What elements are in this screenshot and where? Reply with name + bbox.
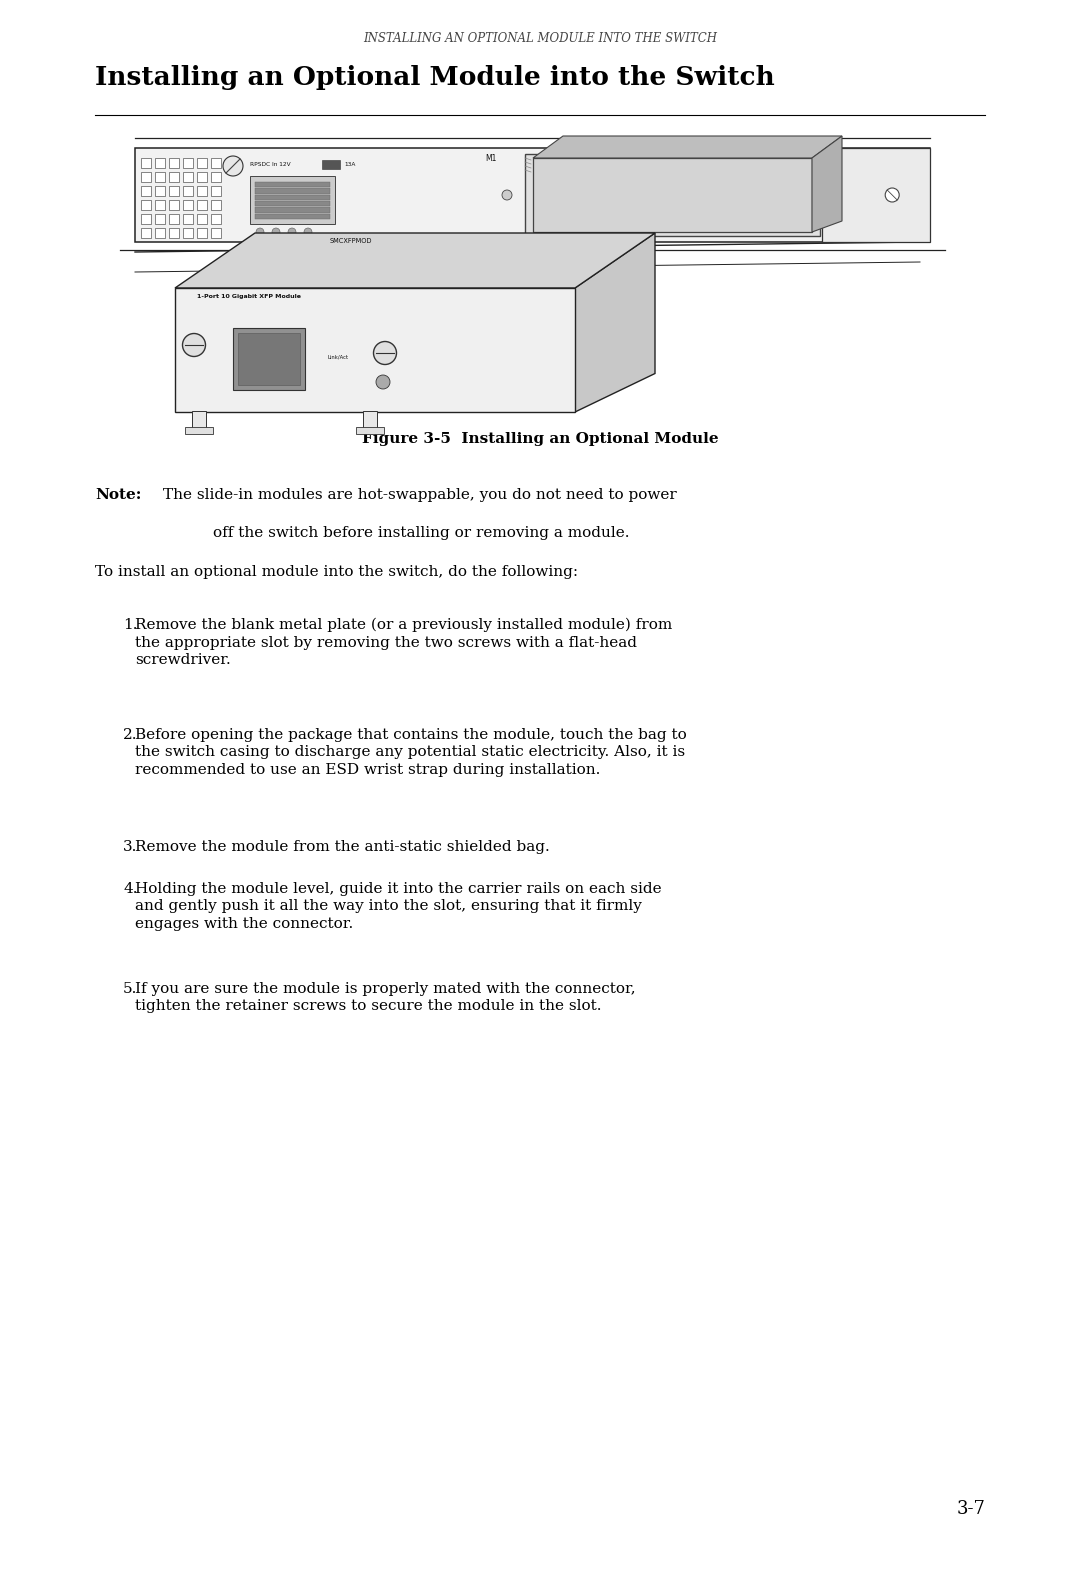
Polygon shape — [135, 148, 930, 242]
Polygon shape — [812, 137, 842, 232]
Text: The slide-in modules are hot-swappable, you do not need to power: The slide-in modules are hot-swappable, … — [163, 488, 677, 502]
Bar — [183, 185, 192, 196]
Bar — [197, 214, 206, 223]
Bar — [141, 199, 150, 209]
Bar — [322, 160, 340, 170]
Text: 4.: 4. — [123, 882, 137, 896]
Bar — [363, 411, 377, 430]
Text: 1-Port 10 Gigabit XFP Module: 1-Port 10 Gigabit XFP Module — [197, 294, 301, 298]
Bar — [192, 411, 206, 430]
Bar — [197, 228, 206, 237]
Bar — [238, 333, 300, 385]
Text: RPSDC In 12V: RPSDC In 12V — [249, 162, 291, 166]
Bar — [168, 185, 178, 196]
Text: INSTALLING AN OPTIONAL MODULE INTO THE SWITCH: INSTALLING AN OPTIONAL MODULE INTO THE S… — [363, 31, 717, 46]
Circle shape — [288, 228, 296, 235]
Bar — [168, 214, 178, 223]
Bar — [255, 188, 330, 193]
Bar — [255, 182, 330, 187]
Bar — [168, 228, 178, 237]
Bar — [197, 173, 206, 182]
Bar — [156, 173, 164, 182]
Bar — [525, 154, 820, 236]
Bar — [211, 159, 220, 168]
Polygon shape — [175, 287, 575, 411]
Bar — [168, 173, 178, 182]
Circle shape — [272, 228, 280, 235]
Text: 3.: 3. — [123, 840, 137, 854]
Bar — [183, 159, 192, 168]
Bar — [183, 173, 192, 182]
Bar — [183, 199, 192, 209]
Text: off the switch before installing or removing a module.: off the switch before installing or remo… — [213, 526, 630, 540]
Text: 3-7: 3-7 — [956, 1499, 985, 1518]
Circle shape — [376, 375, 390, 389]
Polygon shape — [575, 232, 654, 411]
Circle shape — [256, 228, 264, 235]
Bar — [156, 228, 164, 237]
Text: Before opening the package that contains the module, touch the bag to
the switch: Before opening the package that contains… — [135, 728, 687, 777]
Text: Remove the module from the anti-static shielded bag.: Remove the module from the anti-static s… — [135, 840, 550, 854]
Text: 5.: 5. — [123, 981, 137, 995]
Text: Note:: Note: — [95, 488, 141, 502]
Bar — [233, 328, 305, 389]
Text: 13A: 13A — [345, 162, 355, 166]
Text: Figure 3-5  Installing an Optional Module: Figure 3-5 Installing an Optional Module — [362, 432, 718, 446]
Text: M1: M1 — [485, 154, 497, 163]
Bar — [185, 427, 213, 433]
Circle shape — [222, 155, 243, 176]
Bar — [168, 159, 178, 168]
Bar — [255, 214, 330, 218]
Bar — [197, 185, 206, 196]
Bar — [822, 148, 930, 242]
Polygon shape — [534, 159, 812, 232]
Bar — [183, 228, 192, 237]
Bar — [156, 199, 164, 209]
Bar — [168, 199, 178, 209]
Bar — [141, 159, 150, 168]
Bar — [156, 159, 164, 168]
Text: SMCXFPMOD: SMCXFPMOD — [330, 239, 373, 243]
Bar — [141, 214, 150, 223]
Bar — [255, 207, 330, 212]
Polygon shape — [534, 137, 842, 159]
Text: If you are sure the module is properly mated with the connector,
tighten the ret: If you are sure the module is properly m… — [135, 981, 636, 1013]
Bar — [156, 185, 164, 196]
Bar — [249, 176, 335, 225]
Circle shape — [303, 228, 312, 235]
Text: 1.: 1. — [123, 619, 137, 633]
Bar — [211, 185, 220, 196]
Text: Remove the blank metal plate (or a previously installed module) from
the appropr: Remove the blank metal plate (or a previ… — [135, 619, 672, 667]
Bar — [197, 199, 206, 209]
Circle shape — [886, 188, 900, 203]
Circle shape — [502, 190, 512, 199]
Circle shape — [374, 342, 396, 364]
Bar — [156, 214, 164, 223]
Bar — [255, 195, 330, 199]
Text: Installing an Optional Module into the Switch: Installing an Optional Module into the S… — [95, 64, 774, 89]
Bar — [141, 185, 150, 196]
Polygon shape — [573, 278, 608, 338]
Bar — [211, 173, 220, 182]
Polygon shape — [175, 232, 654, 287]
Text: Link/Act: Link/Act — [327, 355, 348, 360]
Bar — [211, 214, 220, 223]
Bar — [211, 199, 220, 209]
Text: 2.: 2. — [123, 728, 137, 743]
Bar — [197, 159, 206, 168]
Circle shape — [183, 333, 205, 356]
Bar — [141, 173, 150, 182]
Text: To install an optional module into the switch, do the following:: To install an optional module into the s… — [95, 565, 578, 579]
Polygon shape — [351, 265, 388, 323]
Bar — [255, 201, 330, 206]
Bar — [183, 214, 192, 223]
Bar — [356, 427, 384, 433]
Bar — [211, 228, 220, 237]
Text: Holding the module level, guide it into the carrier rails on each side
and gentl: Holding the module level, guide it into … — [135, 882, 662, 931]
Bar — [141, 228, 150, 237]
